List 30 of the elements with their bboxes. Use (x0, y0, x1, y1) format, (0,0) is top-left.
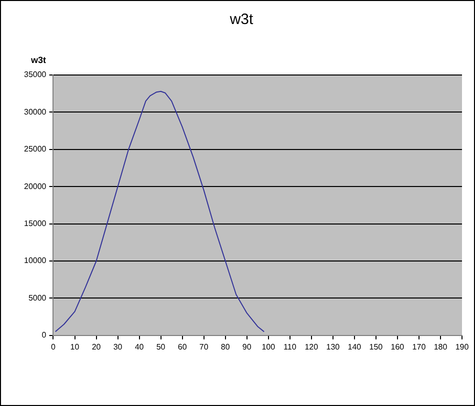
y-tick-label: 25000 (24, 144, 47, 154)
y-tick-label: 30000 (24, 107, 47, 116)
x-tick-label: 60 (178, 342, 188, 352)
y-tick-label: 35000 (24, 70, 47, 80)
y-tick-label: 15000 (24, 219, 47, 228)
x-tick-label: 120 (304, 342, 319, 352)
x-tick-label: 50 (156, 342, 166, 352)
x-tick-label: 150 (369, 342, 384, 352)
x-tick-label: 130 (326, 342, 340, 352)
y-tick-label: 20000 (24, 182, 47, 191)
x-tick-label: 170 (412, 342, 426, 352)
x-tick-label: 30 (113, 342, 123, 352)
x-tick-label: 90 (242, 342, 252, 352)
x-tick-label: 40 (134, 342, 144, 352)
x-tick-label: 140 (348, 342, 362, 352)
x-tick-label: 160 (390, 342, 405, 352)
x-tick-label: 20 (92, 342, 102, 352)
x-tick-label: 0 (51, 342, 56, 352)
y-tick-label: 5000 (28, 293, 47, 302)
x-tick-label: 80 (220, 342, 230, 352)
y-tick-label: 10000 (24, 256, 47, 266)
x-tick-label: 70 (199, 342, 209, 352)
x-tick-label: 190 (455, 342, 470, 352)
x-tick-label: 10 (70, 342, 80, 352)
chart-title: w3t (228, 11, 254, 28)
y-axis-title: w3t (31, 55, 46, 65)
x-tick-label: 180 (434, 342, 448, 352)
x-tick-label: 100 (262, 342, 276, 352)
x-tick-label: 110 (284, 342, 297, 352)
y-tick-label: 0 (42, 330, 47, 340)
